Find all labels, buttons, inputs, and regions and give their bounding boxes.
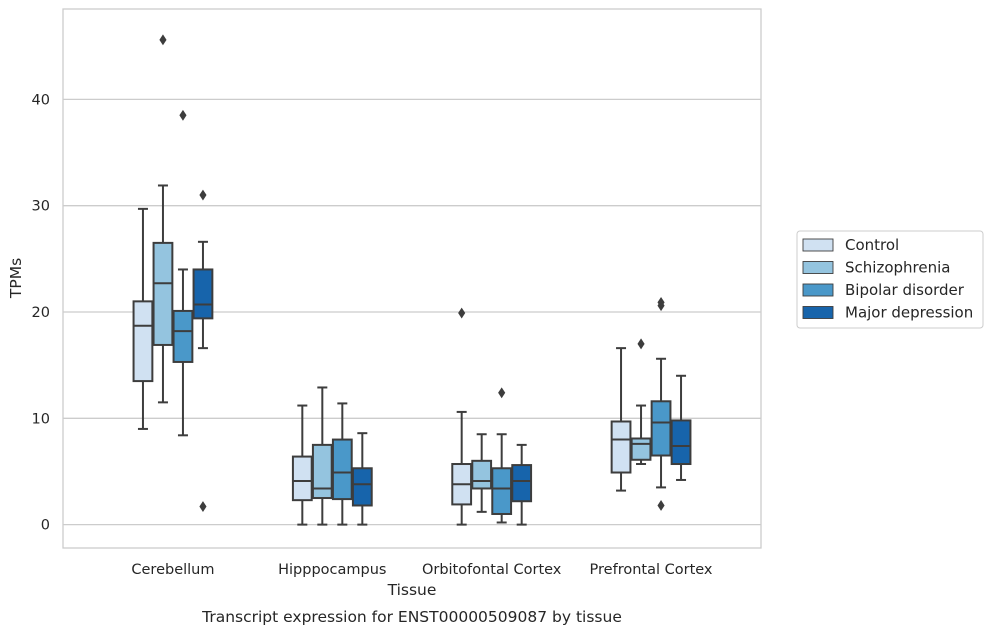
outlier-point [458,307,466,319]
legend: Control Schizophrenia Bipolar disorder Majo… [796,230,984,329]
x-axis-label: Tissue [387,581,437,599]
outlier-point [637,338,645,350]
legend-item: Schizophrenia [802,259,950,277]
box [311,443,333,500]
box [152,241,174,346]
legend-label: Control [845,236,899,254]
y-tick-label: 30 [32,199,50,215]
legend-item: Control [802,236,899,254]
x-tick-labels: Cerebellum Hipppocampus Orbitofontal Corte… [131,562,713,578]
box [650,400,672,457]
y-tick-label: 20 [32,305,50,321]
box-group [132,34,214,512]
chart-caption: Transcript expression for ENST0000050908… [201,608,622,626]
box [610,420,632,474]
outlier-point [179,109,187,121]
box [132,300,154,383]
outlier-point [199,189,207,201]
box [471,459,493,490]
legend-swatch [802,261,834,274]
outlier-point [159,34,167,46]
outlier-point [657,296,665,308]
x-tick-label: Prefrontal Cortex [590,562,713,578]
box [351,467,373,507]
legend-item: Major depression [802,304,973,322]
box [511,464,533,503]
y-axis-label: TPMs [7,258,25,299]
legend-label: Bipolar disorder [845,281,965,299]
y-tick-label: 10 [32,411,50,427]
legend-frame [796,230,984,329]
outlier-point [498,387,506,399]
legend-label: Major depression [845,304,973,322]
outlier-point [199,501,207,512]
legend-swatch [802,306,834,319]
x-tick-label: Cerebellum [131,562,214,578]
legend-swatch [802,283,834,297]
box-groups [132,34,692,526]
box [491,467,513,515]
y-tick-label: 0 [41,518,50,534]
legend-swatch [802,238,834,252]
x-tick-label: Hipppocampus [278,562,386,578]
outlier-point [657,500,665,511]
box-group [291,386,373,526]
box [291,455,313,502]
box-group [451,307,533,526]
box [670,419,692,466]
plot-frame [62,8,762,549]
box-group [610,296,692,511]
y-tick-label: 40 [32,92,50,108]
box [630,437,652,461]
box [172,309,194,363]
legend-item: Bipolar disorder [802,281,965,299]
box [192,268,214,320]
legend-label: Schizophrenia [845,259,950,277]
x-tick-label: Orbitofontal Cortex [422,562,562,578]
box [331,438,353,501]
y-tick-labels: 0 10 20 30 40 [32,92,50,533]
